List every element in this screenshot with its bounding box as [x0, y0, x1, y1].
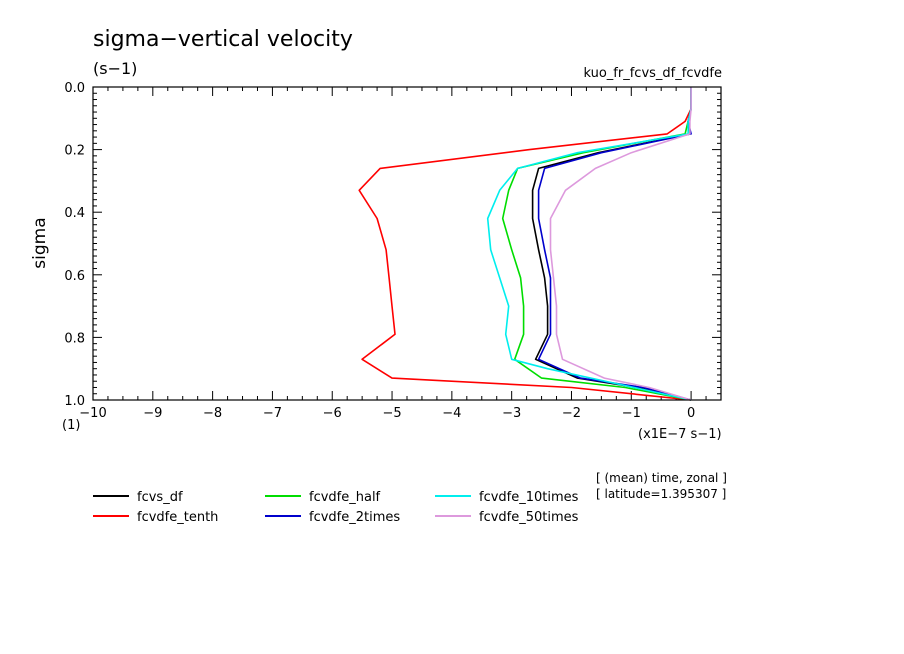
x-tick-label: −6 — [323, 406, 342, 421]
x-tick-label: −5 — [382, 406, 401, 421]
legend-label: fcvdfe_2times — [309, 510, 400, 525]
x-tick-label: 0 — [687, 406, 695, 421]
x-tick-label: −9 — [143, 406, 162, 421]
legend: fcvs_df fcvdfe_tenth fcvdfe_half fcvdfe_2ti… — [93, 490, 579, 525]
annotation-line-1: [ (mean) time, zonal ] — [596, 471, 727, 485]
x-tick-label: −2 — [562, 406, 581, 421]
y-tick-label: 0.2 — [64, 144, 85, 159]
series-line-fcvdfe-50times — [549, 87, 692, 401]
x-tick-label: −3 — [502, 406, 521, 421]
y-unit-label: (1) — [62, 418, 80, 433]
x-tick-label: −8 — [203, 406, 222, 421]
axis-ticks — [92, 86, 721, 401]
legend-label: fcvdfe_10times — [479, 490, 579, 505]
plot-frame — [92, 86, 722, 401]
series-line-fcvdfe-10times — [486, 87, 692, 401]
series-lines — [358, 87, 692, 401]
x-scale-label: (x1E−7 s−1) — [638, 427, 722, 442]
y-tick-label: 0.0 — [64, 81, 85, 96]
annotation-line-2: [ latitude=1.395307 ] — [596, 487, 726, 501]
x-tick-label: −1 — [622, 406, 641, 421]
y-tick-label: 0.8 — [64, 331, 85, 346]
axis-tick-labels: −10 −9 −8 −7 −6 −5 −4 −3 −2 −1 00.00.20.40.60.81.0 — [64, 81, 695, 421]
x-tick-label: −10 — [79, 406, 106, 421]
chart-title: sigma−vertical velocity — [93, 27, 353, 52]
y-axis-label: sigma — [30, 217, 50, 268]
y-tick-label: 0.4 — [64, 206, 85, 221]
legend-label: fcvs_df — [137, 490, 183, 505]
x-tick-label: −7 — [263, 406, 282, 421]
x-tick-label: −4 — [442, 406, 461, 421]
y-tick-label: 1.0 — [64, 394, 85, 409]
units-label: (s−1) — [93, 59, 137, 78]
legend-label: fcvdfe_50times — [479, 510, 579, 525]
legend-label: fcvdfe_half — [309, 490, 381, 505]
run-name-label: kuo_fr_fcvs_df_fcvdfe — [583, 66, 722, 81]
legend-label: fcvdfe_tenth — [137, 510, 218, 525]
y-tick-label: 0.6 — [64, 269, 85, 284]
series-line-fcvdfe-tenth — [358, 87, 692, 401]
